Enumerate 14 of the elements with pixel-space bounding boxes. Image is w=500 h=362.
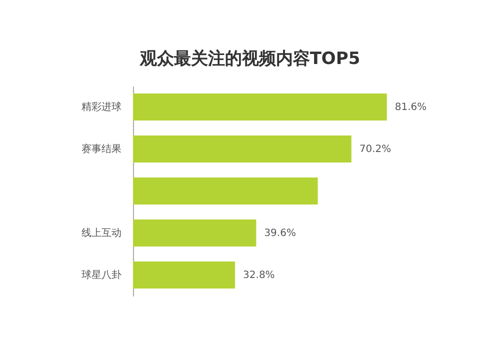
- y-tick-label: 精彩进球: [82, 101, 122, 113]
- bar: [133, 262, 236, 288]
- bar: [133, 220, 256, 246]
- bar: [133, 94, 387, 120]
- data-label: 32.8%: [243, 270, 275, 281]
- data-label: 39.6%: [264, 228, 296, 239]
- bar: [133, 136, 352, 162]
- y-tick-label: 球星八卦: [82, 269, 122, 281]
- y-tick-label: 赛事结果: [82, 143, 122, 155]
- chart-title: 观众最关注的视频内容TOP5: [138, 49, 360, 69]
- bar: [133, 178, 318, 204]
- data-label: 81.6%: [394, 102, 427, 113]
- y-tick-label: 线上互动: [82, 227, 122, 239]
- data-label: 70.2%: [359, 144, 392, 155]
